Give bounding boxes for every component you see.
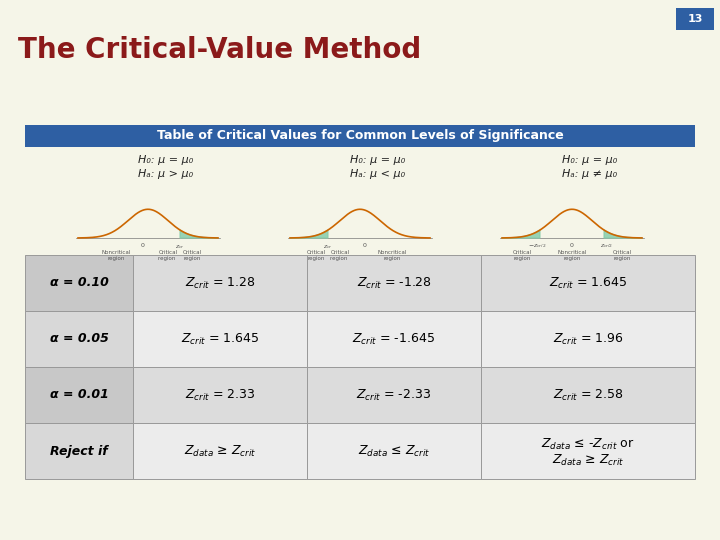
Text: $z_{cr/2}$: $z_{cr/2}$: [600, 243, 613, 250]
Bar: [481, 255, 695, 311]
Text: Critical
region: Critical region: [613, 250, 631, 261]
Bar: [133, 423, 307, 479]
Bar: [25, 367, 133, 423]
Text: $Z_{crit}$ = -1.28: $Z_{crit}$ = -1.28: [356, 275, 431, 291]
Bar: [133, 255, 307, 311]
Text: Critical
region: Critical region: [307, 250, 325, 261]
Text: 0: 0: [141, 243, 145, 248]
Bar: [25, 311, 133, 367]
Bar: [25, 423, 133, 479]
Text: Noncritical
region: Noncritical region: [377, 250, 407, 261]
Text: $z_{cr}$: $z_{cr}$: [323, 243, 333, 251]
Bar: [133, 311, 307, 367]
Text: $z_{cr}$: $z_{cr}$: [175, 243, 185, 251]
Text: α = 0.05: α = 0.05: [50, 333, 109, 346]
Text: Critical
region: Critical region: [513, 250, 531, 261]
Bar: [676, 8, 714, 30]
Polygon shape: [604, 230, 642, 238]
Text: α = 0.01: α = 0.01: [50, 388, 109, 402]
Bar: [133, 367, 307, 423]
Text: Noncritical
region: Noncritical region: [557, 250, 587, 261]
Bar: [307, 255, 481, 311]
Text: α = 0.10: α = 0.10: [50, 276, 109, 289]
Polygon shape: [502, 230, 540, 238]
Text: $Z_{crit}$ = -2.33: $Z_{crit}$ = -2.33: [356, 388, 431, 402]
Polygon shape: [180, 230, 218, 238]
Text: $Z_{crit}$ = 1.645: $Z_{crit}$ = 1.645: [181, 332, 259, 347]
Text: H₀: μ = μ₀
Hₐ: μ < μ₀: H₀: μ = μ₀ Hₐ: μ < μ₀: [350, 155, 405, 179]
Bar: [25, 255, 133, 311]
Text: $Z_{crit}$ = -1.645: $Z_{crit}$ = -1.645: [353, 332, 436, 347]
Bar: [481, 367, 695, 423]
Text: $Z_{data}$ ≤ $Z_{crit}$: $Z_{data}$ ≤ $Z_{crit}$: [358, 443, 431, 458]
Text: Table of Critical Values for Common Levels of Significance: Table of Critical Values for Common Leve…: [157, 130, 563, 143]
Text: H₀: μ = μ₀
Hₐ: μ ≠ μ₀: H₀: μ = μ₀ Hₐ: μ ≠ μ₀: [562, 155, 617, 179]
Text: $Z_{crit}$ = 1.645: $Z_{crit}$ = 1.645: [549, 275, 627, 291]
Text: 0: 0: [363, 243, 367, 248]
Text: $Z_{data}$ ≤ -$Z_{crit}$ or: $Z_{data}$ ≤ -$Z_{crit}$ or: [541, 436, 635, 451]
Text: $-z_{cr/2}$: $-z_{cr/2}$: [528, 243, 546, 250]
Polygon shape: [290, 230, 328, 238]
Text: 0: 0: [570, 243, 574, 248]
Text: Critical
region: Critical region: [330, 250, 351, 261]
Text: $Z_{crit}$ = 1.28: $Z_{crit}$ = 1.28: [185, 275, 255, 291]
Bar: [307, 423, 481, 479]
Text: $Z_{data}$ ≥ $Z_{crit}$: $Z_{data}$ ≥ $Z_{crit}$: [184, 443, 256, 458]
Text: $Z_{crit}$ = 2.58: $Z_{crit}$ = 2.58: [552, 388, 624, 402]
Text: 13: 13: [688, 14, 703, 24]
Text: $Z_{data}$ ≥ $Z_{crit}$: $Z_{data}$ ≥ $Z_{crit}$: [552, 453, 624, 468]
Text: $Z_{crit}$ = 2.33: $Z_{crit}$ = 2.33: [184, 388, 256, 402]
Text: $Z_{crit}$ = 1.96: $Z_{crit}$ = 1.96: [552, 332, 624, 347]
Bar: [307, 311, 481, 367]
Text: H₀: μ = μ₀
Hₐ: μ > μ₀: H₀: μ = μ₀ Hₐ: μ > μ₀: [138, 155, 193, 179]
Text: Reject if: Reject if: [50, 444, 108, 457]
Text: Critical
region: Critical region: [158, 250, 179, 261]
Bar: [307, 367, 481, 423]
Text: Critical
region: Critical region: [182, 250, 202, 261]
Text: The Critical-Value Method: The Critical-Value Method: [18, 36, 421, 64]
Bar: [481, 423, 695, 479]
Bar: [25, 125, 695, 147]
Text: Noncritical
region: Noncritical region: [102, 250, 131, 261]
Bar: [481, 311, 695, 367]
